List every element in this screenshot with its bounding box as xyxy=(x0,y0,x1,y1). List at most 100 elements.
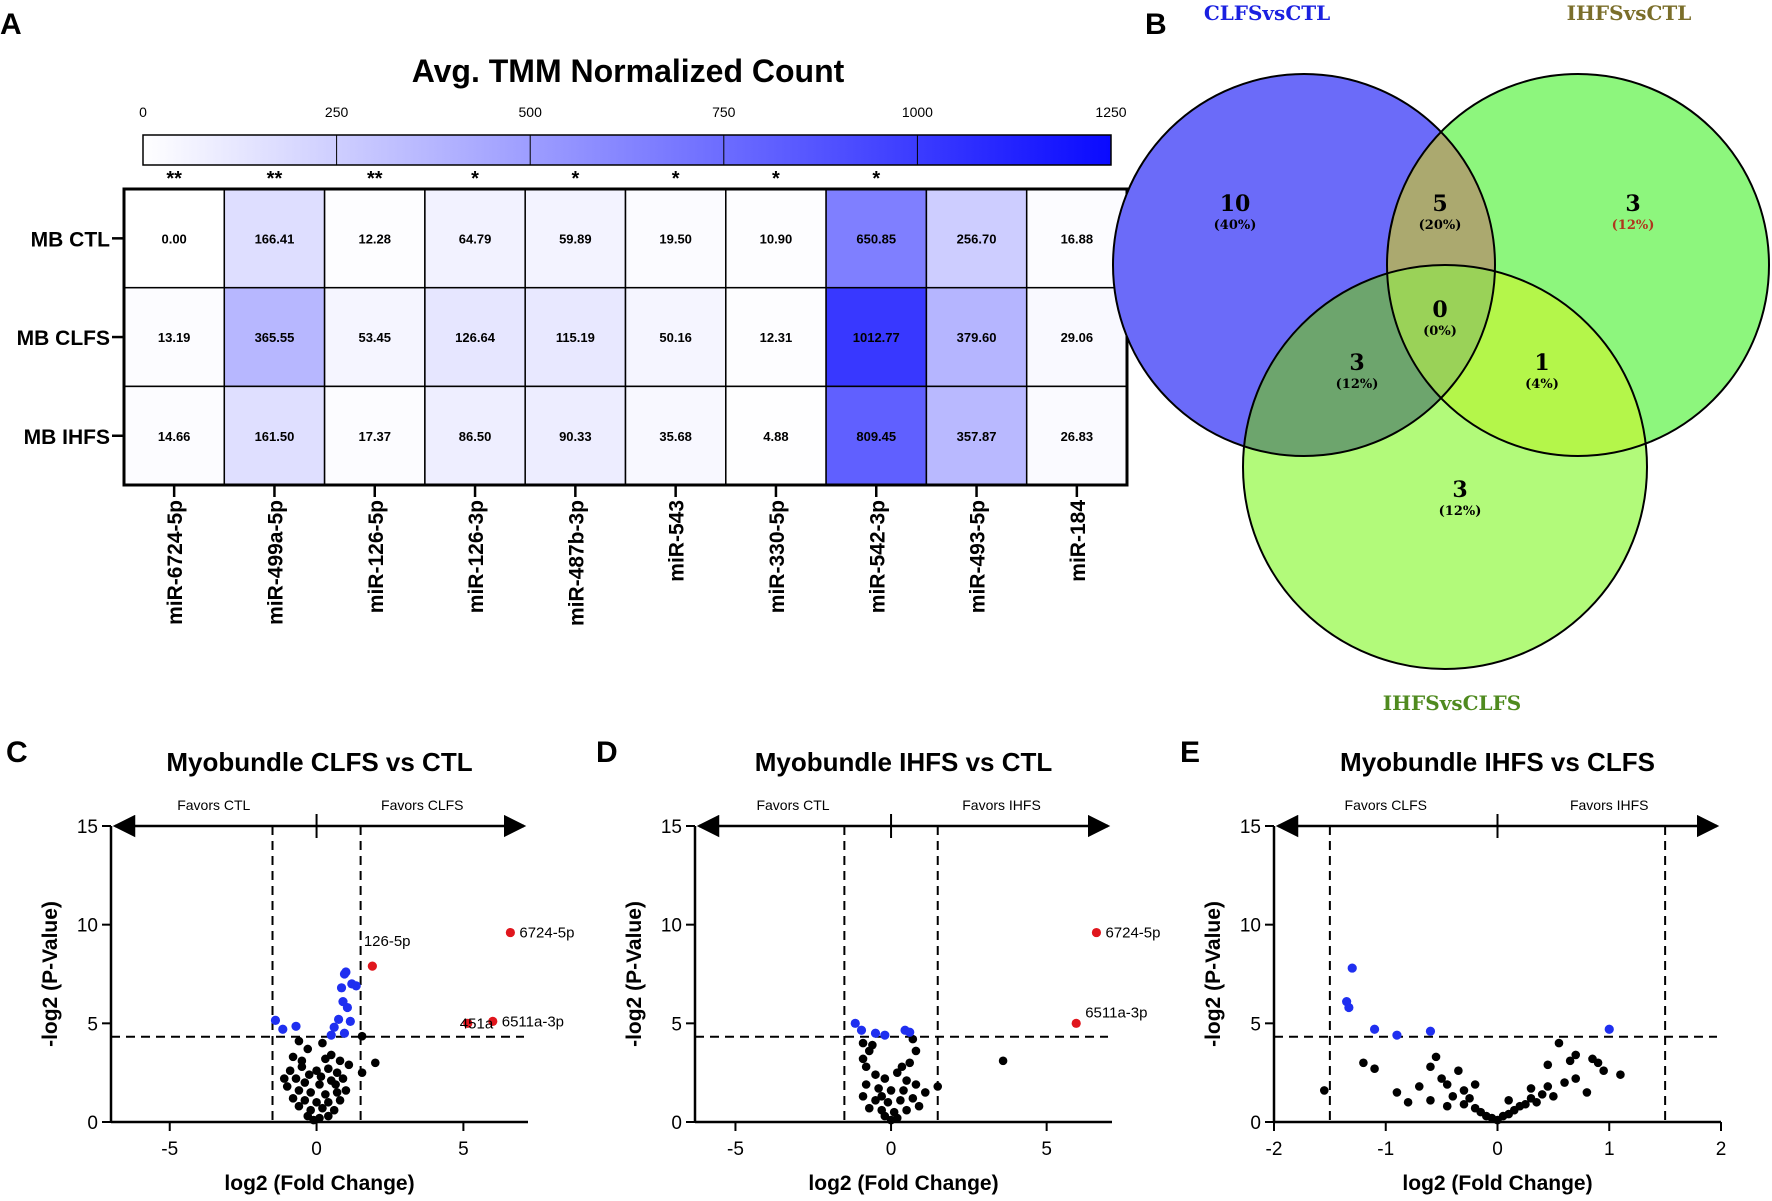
heatmap-cell-value: 0.00 xyxy=(161,231,186,246)
point-not-significant xyxy=(294,1101,304,1111)
point-not-significant xyxy=(1560,1078,1569,1087)
venn-count-ihfsctl-only: 3 xyxy=(1625,191,1640,217)
point-not-significant xyxy=(908,1034,918,1044)
heatmap-cell-value: 12.28 xyxy=(358,231,391,246)
y-tick-label: 10 xyxy=(77,916,98,937)
point-significant-blue xyxy=(1425,1026,1436,1036)
point-not-significant xyxy=(303,1044,313,1054)
venn-count-ihfsclfs-only: 3 xyxy=(1452,477,1467,503)
heatmap-cell-value: 809.45 xyxy=(856,429,896,444)
point-not-significant xyxy=(892,1068,902,1077)
point-not-significant xyxy=(858,1054,868,1064)
significance-mark: * xyxy=(571,168,579,190)
heatmap-cell-value: 16.88 xyxy=(1061,231,1094,246)
point-significant-red xyxy=(488,1016,498,1026)
point-significant-blue xyxy=(326,1030,336,1040)
heatmap-cell-value: 35.68 xyxy=(659,429,692,444)
point-not-significant xyxy=(332,1068,342,1077)
heatmap-cell xyxy=(223,385,326,486)
point-label: 6724-5p xyxy=(519,925,574,942)
venn-pct-ihfsctl-only: (12%) xyxy=(1612,218,1655,233)
point-not-significant xyxy=(324,1064,333,1074)
favors-right-label: Favors IHFS xyxy=(1570,797,1649,813)
point-not-significant xyxy=(871,1070,880,1079)
heatmap-cell xyxy=(323,188,426,289)
panel-letter-c: C xyxy=(6,736,28,769)
colorbar-tick-label: 1000 xyxy=(902,104,933,120)
point-significant-blue xyxy=(339,969,350,979)
heatmap-cell xyxy=(624,385,727,486)
heatmap-cell-value: 115.19 xyxy=(556,330,595,345)
point-not-significant xyxy=(312,1066,321,1075)
heatmap-column-label: miR-487b-3p xyxy=(565,500,588,626)
point-significant-blue xyxy=(339,1028,350,1038)
point-significant-blue xyxy=(291,1021,301,1031)
point-significant-blue xyxy=(342,1002,352,1013)
point-significant-blue xyxy=(329,1022,339,1032)
point-not-significant xyxy=(1537,1090,1547,1099)
heatmap-column-label: miR-499a-5p xyxy=(264,500,287,625)
point-significant-red xyxy=(1071,1018,1081,1028)
point-label: 451a xyxy=(460,1015,494,1032)
heatmap-cell xyxy=(624,286,727,388)
point-not-significant xyxy=(304,1070,314,1079)
heatmap-cell-value: 59.89 xyxy=(559,231,592,246)
point-not-significant xyxy=(1319,1086,1329,1095)
point-not-significant xyxy=(282,1082,292,1091)
venn-title-ihfs-clfs: IHFSvsCLFS xyxy=(1383,691,1521,715)
y-tick-label: 15 xyxy=(1240,817,1261,838)
point-significant-blue xyxy=(333,1014,344,1024)
point-not-significant xyxy=(312,1097,321,1107)
point-significant-blue xyxy=(270,1015,281,1025)
significance-mark: ** xyxy=(166,168,182,190)
x-tick-label: 0 xyxy=(1492,1139,1503,1160)
point-not-significant xyxy=(329,1105,339,1115)
venn-pct-clfs-ihfsctl: (20%) xyxy=(1419,218,1462,233)
point-not-significant xyxy=(1616,1070,1625,1079)
x-tick-label: -1 xyxy=(1377,1139,1394,1160)
point-significant-blue xyxy=(1347,963,1357,973)
point-significant-blue xyxy=(278,1024,288,1034)
point-not-significant xyxy=(1403,1097,1413,1107)
heatmap-cell-value: 86.50 xyxy=(459,429,492,444)
point-not-significant xyxy=(861,1080,871,1089)
point-not-significant xyxy=(297,1056,307,1066)
point-significant-blue xyxy=(870,1028,881,1038)
point-not-significant xyxy=(864,1103,874,1113)
panel-letter-b: B xyxy=(1145,8,1167,41)
point-not-significant xyxy=(1549,1092,1558,1101)
point-not-significant xyxy=(315,1080,324,1089)
point-not-significant xyxy=(321,1090,330,1099)
point-not-significant xyxy=(318,1038,327,1048)
point-not-significant xyxy=(902,1105,911,1115)
y-tick-label: 10 xyxy=(661,916,682,937)
volcano-title: Myobundle IHFS vs CLFS xyxy=(1340,747,1655,777)
colorbar-tick-label: 750 xyxy=(712,104,736,120)
point-not-significant xyxy=(1465,1094,1474,1103)
heatmap-title: Avg. TMM Normalized Count xyxy=(412,53,845,89)
point-not-significant xyxy=(1442,1101,1452,1111)
y-axis-label: -log2 (P-Value) xyxy=(1202,901,1225,1047)
point-not-significant xyxy=(1526,1084,1536,1093)
x-axis-label: log2 (Fold Change) xyxy=(808,1172,998,1195)
heatmap-cells: 0.00 166.41 12.28 64.79 59.89 19.50 10.90 650.8… xyxy=(123,188,1128,486)
y-tick-label: 10 xyxy=(1240,916,1261,937)
significance-marks: ** ** ** * * * * * xyxy=(166,168,880,190)
point-not-significant xyxy=(1426,1062,1435,1072)
point-not-significant xyxy=(1504,1095,1513,1105)
point-not-significant xyxy=(1370,1064,1379,1074)
point-not-significant xyxy=(357,1068,367,1077)
x-axis-label: log2 (Fold Change) xyxy=(224,1172,414,1195)
point-significant-blue xyxy=(1369,1024,1380,1034)
point-not-significant xyxy=(300,1078,310,1087)
heatmap-cell-value: 1012.77 xyxy=(853,330,900,345)
point-not-significant xyxy=(899,1086,908,1095)
point-not-significant xyxy=(1459,1099,1469,1109)
heatmap-cell-value: 29.06 xyxy=(1061,330,1094,345)
point-significant-red xyxy=(1091,927,1102,938)
point-not-significant xyxy=(896,1095,905,1105)
point-not-significant xyxy=(294,1036,304,1046)
colorbar xyxy=(142,134,1112,166)
point-not-significant xyxy=(288,1052,298,1062)
heatmap-row-label: MB IHFS xyxy=(24,426,110,449)
